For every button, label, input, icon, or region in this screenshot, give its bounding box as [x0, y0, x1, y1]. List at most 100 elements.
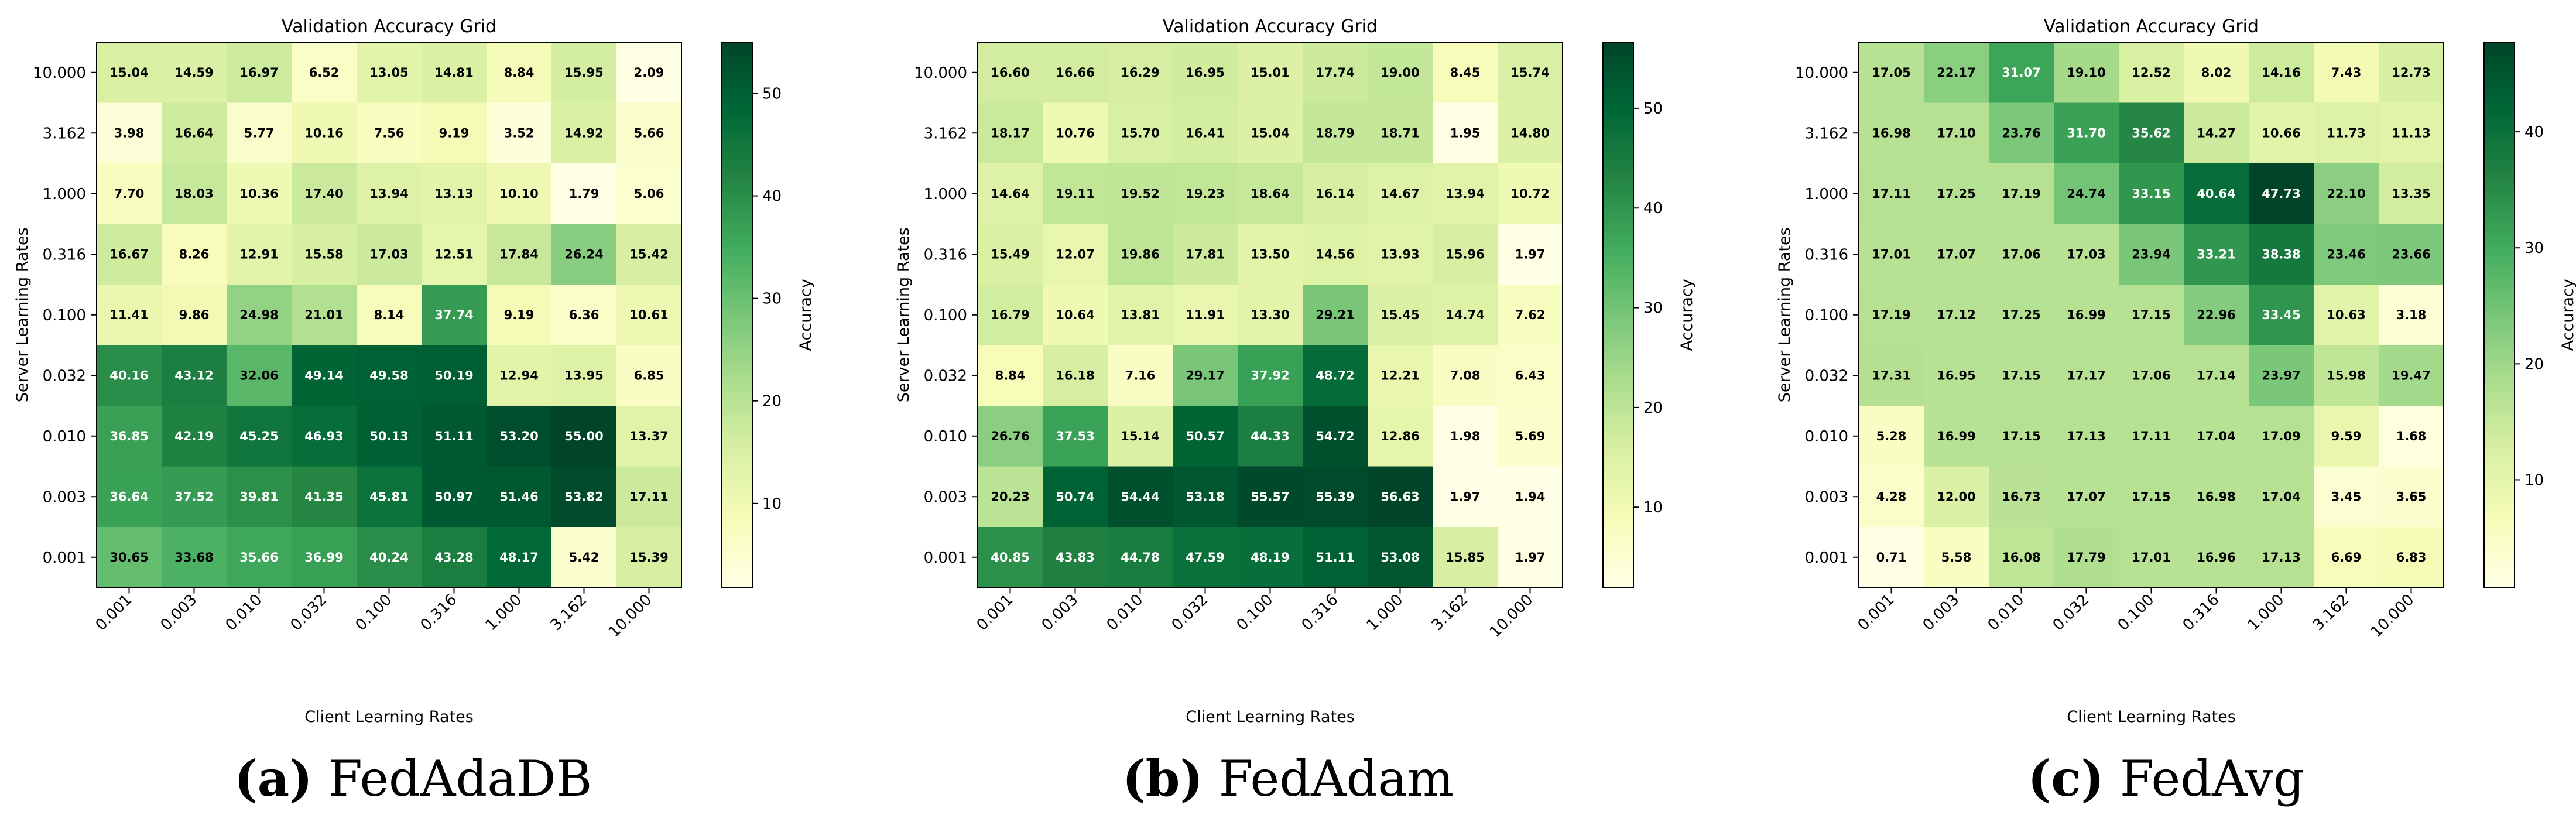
- colorbar-segment: [1603, 169, 1633, 174]
- colorbar-segment: [2484, 201, 2515, 207]
- heatmap-cell-r7-c8: [1498, 466, 1563, 528]
- colorbar-frame: [721, 42, 753, 588]
- colorbar-segment: [722, 278, 752, 284]
- heatmap-cell-r5-c0: [97, 345, 162, 406]
- colorbar-segment: [2484, 133, 2515, 138]
- heatmap-cell-r1-c8: [616, 102, 682, 164]
- heatmap-cell-r6-c8: [2379, 406, 2444, 467]
- colorbar-segment: [1603, 64, 1633, 70]
- heatmap-cell-r3-c4: [357, 224, 422, 285]
- x-tick-label: 0.032: [2050, 591, 2093, 634]
- cell-value-label: 10.63: [2327, 308, 2365, 322]
- colorbar-segment: [2484, 142, 2515, 148]
- cell-value-label: 2.09: [634, 66, 664, 80]
- colorbar-label: Accuracy: [797, 279, 815, 351]
- cell-value-label: 17.84: [499, 247, 538, 261]
- colorbar-segment: [1603, 247, 1633, 252]
- x-tick-label: 0.032: [287, 591, 331, 634]
- cell-value-label: 18.79: [1316, 126, 1354, 140]
- heatmap-cell-r7-c7: [1433, 466, 1498, 528]
- chart-title: Validation Accuracy Grid: [2044, 16, 2259, 37]
- heatmap-cell-r4-c5: [422, 285, 487, 346]
- heatmap-cell-r4-c1: [1043, 285, 1108, 346]
- colorbar-segment: [722, 406, 752, 411]
- heatmap-cell-r8-c1: [1924, 527, 1989, 588]
- cell-value-label: 18.64: [1251, 187, 1289, 201]
- colorbar-segment: [2484, 110, 2515, 115]
- colorbar-segment: [1603, 406, 1633, 411]
- colorbar-segment: [722, 401, 752, 406]
- cell-value-label: 19.52: [1121, 187, 1159, 201]
- colorbar-segment: [722, 251, 752, 256]
- cell-value-label: 12.51: [434, 247, 473, 261]
- colorbar-segment: [2484, 301, 2515, 307]
- colorbar-segment: [2484, 210, 2515, 215]
- colorbar-tick-label: 40: [1643, 200, 1663, 217]
- colorbar-segment: [722, 328, 752, 334]
- colorbar-segment: [722, 92, 752, 97]
- cell-value-label: 17.15: [2132, 489, 2170, 504]
- cell-value-label: 53.08: [1381, 550, 1419, 564]
- caption-b-letter: (b): [1122, 749, 1204, 807]
- y-tick-label: 1.000: [1805, 186, 1848, 203]
- cell-value-label: 17.09: [2262, 429, 2300, 443]
- colorbar-segment: [2484, 482, 2515, 488]
- heatmap-cell-r1-c6: [487, 102, 552, 164]
- colorbar-segment: [722, 469, 752, 475]
- colorbar-segment: [1603, 328, 1633, 334]
- colorbar-segment: [722, 528, 752, 534]
- colorbar-segment: [722, 269, 752, 275]
- cell-value-label: 11.73: [2327, 126, 2365, 140]
- heatmap-cell-r5-c7: [2314, 345, 2379, 406]
- cell-value-label: 26.24: [564, 247, 603, 261]
- cell-value-label: 16.18: [1056, 368, 1094, 382]
- x-tick-label: 0.010: [222, 591, 266, 634]
- heatmap-cell-r6-c6: [487, 406, 552, 467]
- heatmap-cell-r2-c4: [357, 163, 422, 225]
- heatmap-cell-r4-c2: [227, 285, 292, 346]
- colorbar-segment: [1603, 228, 1633, 234]
- colorbar-segment: [722, 169, 752, 174]
- heatmap-cell-r1-c1: [162, 102, 227, 164]
- colorbar-segment: [1603, 260, 1633, 266]
- cell-value-label: 17.81: [1186, 247, 1224, 261]
- colorbar-segment: [1603, 151, 1633, 156]
- cell-value-label: 22.10: [2327, 187, 2365, 201]
- y-tick-label: 0.003: [924, 488, 967, 506]
- heatmap-cell-r7-c4: [1238, 466, 1303, 528]
- heatmap-cell-r5-c1: [1924, 345, 1989, 406]
- x-tick-label: 0.316: [1299, 591, 1342, 634]
- colorbar-segment: [1603, 501, 1633, 506]
- colorbar-segment: [722, 296, 752, 302]
- cell-value-label: 1.94: [1515, 489, 1546, 504]
- cell-value-label: 14.59: [174, 66, 213, 80]
- heatmap-cell-r2-c0: [1859, 163, 1924, 225]
- colorbar-segment: [2484, 569, 2515, 575]
- colorbar-segment: [1603, 464, 1633, 470]
- colorbar-segment: [1603, 542, 1633, 547]
- heatmap-cell-r8-c5: [2184, 527, 2249, 588]
- colorbar-segment: [2484, 296, 2515, 302]
- colorbar-segment: [722, 387, 752, 393]
- colorbar-segment: [1603, 165, 1633, 170]
- heatmap-cell-r3-c3: [2054, 224, 2119, 285]
- cell-value-label: 5.06: [634, 187, 664, 201]
- cell-value-label: 9.59: [2331, 429, 2362, 443]
- cell-value-label: 23.94: [2132, 247, 2170, 261]
- heatmap-cell-r7-c6: [487, 466, 552, 528]
- caption-a-name: FedAdaDB: [328, 750, 592, 807]
- colorbar-segment: [722, 546, 752, 552]
- colorbar-segment: [2484, 424, 2515, 429]
- heatmap-cell-r1-c2: [1989, 102, 2054, 164]
- y-tick-label: 3.162: [1805, 125, 1848, 142]
- heatmap-cell-r6-c7: [551, 406, 617, 467]
- heatmap-cell-r6-c3: [292, 406, 357, 467]
- colorbar-segment: [722, 119, 752, 125]
- cell-value-label: 5.28: [1876, 429, 1907, 443]
- colorbar-segment: [2484, 237, 2515, 243]
- colorbar-segment: [2484, 178, 2515, 184]
- colorbar-segment: [2484, 437, 2515, 443]
- heatmap-cell-r5-c6: [2249, 345, 2314, 406]
- cell-value-label: 10.16: [304, 126, 343, 140]
- heatmap-cell-r2-c5: [1303, 163, 1368, 225]
